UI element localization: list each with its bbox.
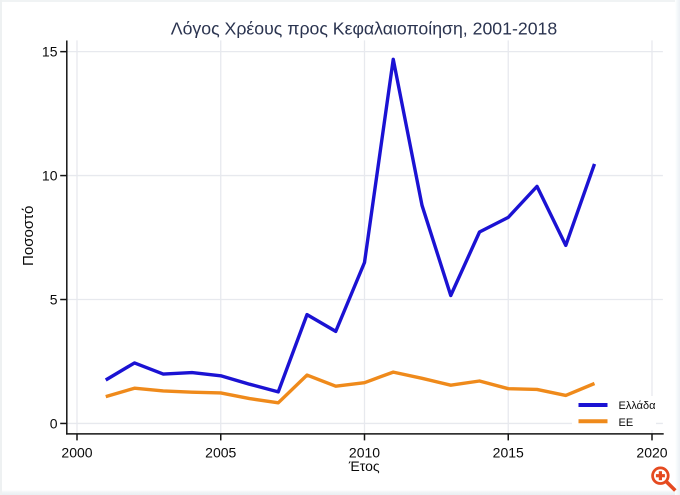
svg-text:5: 5 bbox=[50, 292, 58, 308]
svg-text:Ελλάδα: Ελλάδα bbox=[619, 400, 657, 412]
svg-text:2010: 2010 bbox=[349, 445, 380, 461]
svg-text:2005: 2005 bbox=[205, 445, 236, 461]
svg-text:2000: 2000 bbox=[61, 445, 92, 461]
svg-text:0: 0 bbox=[50, 416, 58, 432]
svg-text:10: 10 bbox=[42, 168, 58, 184]
svg-text:Έτος: Έτος bbox=[348, 458, 380, 474]
svg-text:Λόγος Χρέους προς Κεφαλαιοποίη: Λόγος Χρέους προς Κεφαλαιοποίηση, 2001-2… bbox=[171, 19, 558, 39]
svg-text:ΕΕ: ΕΕ bbox=[619, 417, 634, 429]
svg-text:15: 15 bbox=[42, 44, 58, 60]
svg-text:2015: 2015 bbox=[493, 445, 524, 461]
svg-text:Ποσοστό: Ποσοστό bbox=[20, 206, 37, 266]
svg-text:2020: 2020 bbox=[636, 445, 667, 461]
